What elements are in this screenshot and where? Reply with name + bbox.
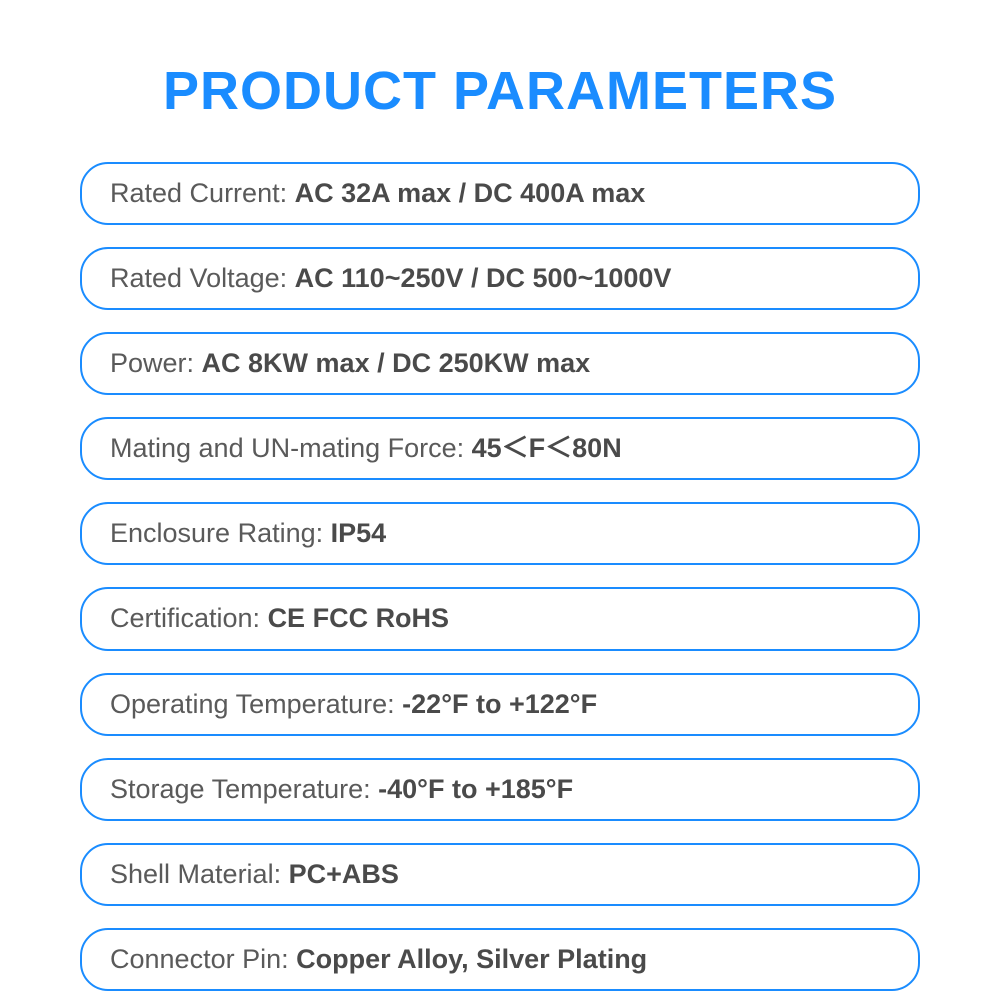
param-row: Storage Temperature: -40°F to +185°F [80,758,920,821]
param-label: Mating and UN-mating Force: [110,433,472,463]
param-value: AC 110~250V / DC 500~1000V [295,263,672,293]
param-value: 45＜F＜80N [472,433,622,463]
page-title: PRODUCT PARAMETERS [163,60,837,122]
param-row: Certification: CE FCC RoHS [80,587,920,650]
param-value: Copper Alloy, Silver Plating [296,944,647,974]
param-label: Enclosure Rating: [110,518,331,548]
param-row: Power: AC 8KW max / DC 250KW max [80,332,920,395]
param-label: Connector Pin: [110,944,296,974]
param-label: Power: [110,348,202,378]
param-value: AC 32A max / DC 400A max [295,178,646,208]
param-value: CE FCC RoHS [268,603,450,633]
param-row: Mating and UN-mating Force: 45＜F＜80N [80,417,920,480]
param-label: Rated Voltage: [110,263,295,293]
param-row: Shell Material: PC+ABS [80,843,920,906]
param-row: Connector Pin: Copper Alloy, Silver Plat… [80,928,920,991]
param-label: Storage Temperature: [110,774,378,804]
param-value: -40°F to +185°F [378,774,573,804]
param-row: Operating Temperature: -22°F to +122°F [80,673,920,736]
params-list: Rated Current: AC 32A max / DC 400A max … [60,162,940,991]
param-label: Certification: [110,603,268,633]
param-value: AC 8KW max / DC 250KW max [202,348,591,378]
param-row: Enclosure Rating: IP54 [80,502,920,565]
param-value: PC+ABS [289,859,399,889]
param-row: Rated Current: AC 32A max / DC 400A max [80,162,920,225]
param-label: Rated Current: [110,178,295,208]
param-value: IP54 [331,518,387,548]
param-label: Operating Temperature: [110,689,402,719]
param-value: -22°F to +122°F [402,689,597,719]
param-row: Rated Voltage: AC 110~250V / DC 500~1000… [80,247,920,310]
param-label: Shell Material: [110,859,289,889]
